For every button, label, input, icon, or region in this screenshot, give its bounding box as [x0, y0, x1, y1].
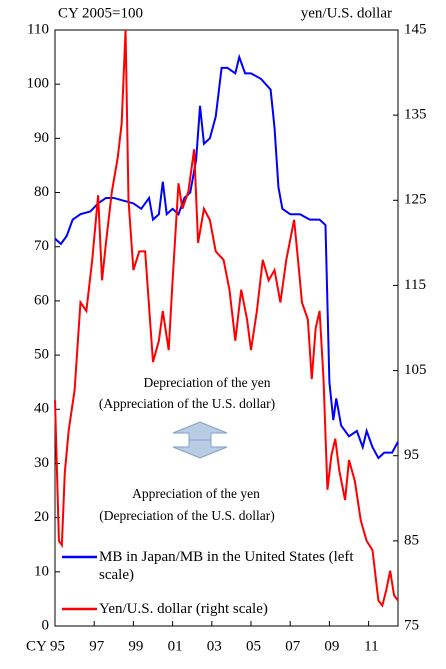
x-tick-label: 03	[207, 638, 222, 654]
legend-label: MB in Japan/MB in the United States (lef…	[99, 549, 354, 583]
y-tick-label: 110	[27, 21, 49, 37]
y-tick-label: 70	[34, 238, 49, 254]
y2-tick-label: 85	[404, 532, 419, 548]
plot-frame	[54, 29, 399, 627]
x-tick-label: 11	[364, 638, 378, 654]
left-note: CY 2005=100	[58, 5, 143, 21]
legend-label: Yen/U.S. dollar (right scale)	[99, 601, 268, 617]
series-line	[54, 53, 399, 460]
y-tick-label: 100	[27, 76, 50, 92]
y-tick-label: 40	[34, 401, 49, 417]
x-tick-label: CY 95	[26, 638, 65, 654]
series-line	[54, 29, 399, 608]
annotation: Depreciation of the yen	[143, 375, 270, 390]
y-tick-label: 30	[34, 455, 49, 471]
annotation: (Depreciation of the U.S. dollar)	[99, 508, 274, 523]
y-tick-label: 0	[42, 617, 50, 633]
y2-tick-label: 135	[404, 107, 427, 123]
x-tick-label: 99	[128, 638, 143, 654]
y-tick-label: 50	[34, 347, 49, 363]
y2-tick-label: 115	[404, 277, 426, 293]
y2-tick-label: 95	[404, 447, 419, 463]
y2-tick-label: 105	[404, 362, 427, 378]
x-tick-label: 05	[246, 638, 261, 654]
y2-tick-label: 125	[404, 192, 427, 208]
y-tick-label: 20	[34, 509, 49, 525]
x-tick-label: 07	[285, 638, 301, 654]
right-note: yen/U.S. dollar	[301, 5, 392, 21]
x-tick-label: 97	[89, 638, 105, 654]
double-arrow	[172, 421, 228, 459]
y-tick-label: 60	[34, 292, 49, 308]
y2-tick-label: 75	[404, 617, 419, 633]
x-tick-label: 09	[324, 638, 339, 654]
annotation: (Appreciation of the U.S. dollar)	[99, 396, 275, 411]
y-tick-label: 10	[34, 563, 49, 579]
y-tick-label: 90	[34, 130, 49, 146]
x-tick-label: 01	[168, 638, 183, 654]
y-tick-label: 80	[34, 184, 49, 200]
annotation: Appreciation of the yen	[132, 486, 260, 501]
y2-tick-label: 145	[404, 21, 427, 37]
